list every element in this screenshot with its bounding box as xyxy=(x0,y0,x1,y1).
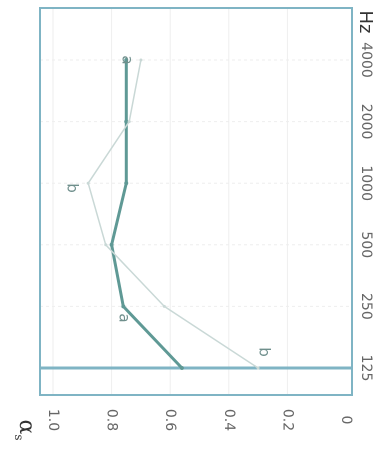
series-label-b-0: b xyxy=(64,183,82,193)
series-label-a-0: a xyxy=(119,55,137,64)
y-tick-label-0.4: 0.4 xyxy=(221,409,237,431)
plot-frame xyxy=(39,7,353,396)
x-tick-label-1000: 1000 xyxy=(358,165,374,201)
x-tick-label-125: 125 xyxy=(358,355,374,382)
y-tick-label-0.2: 0.2 xyxy=(279,409,295,431)
y-tick-label-0.6: 0.6 xyxy=(162,409,178,431)
x-tick-label-500: 500 xyxy=(358,231,374,258)
series-point-b-2000 xyxy=(127,120,131,124)
x-tick-label-250: 250 xyxy=(358,293,374,320)
series-point-a-4000 xyxy=(124,58,129,62)
series-label-a-1: a xyxy=(116,313,134,322)
series-point-a-250 xyxy=(121,304,126,309)
y-tick-label-0.8: 0.8 xyxy=(104,409,120,431)
y-axis-title-sub: s xyxy=(13,434,27,440)
series-point-b-250 xyxy=(162,304,166,308)
series-point-b-125 xyxy=(256,366,260,370)
series-point-a-1000 xyxy=(124,181,129,186)
x-tick-label-2000: 2000 xyxy=(358,104,374,140)
y-axis-title-main: α xyxy=(14,419,39,434)
x-tick-label-4000: 4000 xyxy=(358,42,374,78)
y-tick-label-1.0: 1.0 xyxy=(45,409,61,431)
series-line-b xyxy=(87,59,259,369)
series-point-a-500 xyxy=(109,242,114,247)
y-axis-title: αs xyxy=(13,419,40,440)
x-unit-label: Hz xyxy=(355,11,376,34)
series-label-b-1: b xyxy=(256,347,274,357)
series-point-b-4000 xyxy=(139,58,143,62)
series-line-a xyxy=(110,58,184,370)
series-point-b-500 xyxy=(104,243,108,247)
series-point-a-125 xyxy=(179,366,184,370)
y-tick-label-0: 0 xyxy=(338,416,354,425)
series-point-b-1000 xyxy=(86,181,90,185)
series-point-a-2000 xyxy=(124,119,129,124)
